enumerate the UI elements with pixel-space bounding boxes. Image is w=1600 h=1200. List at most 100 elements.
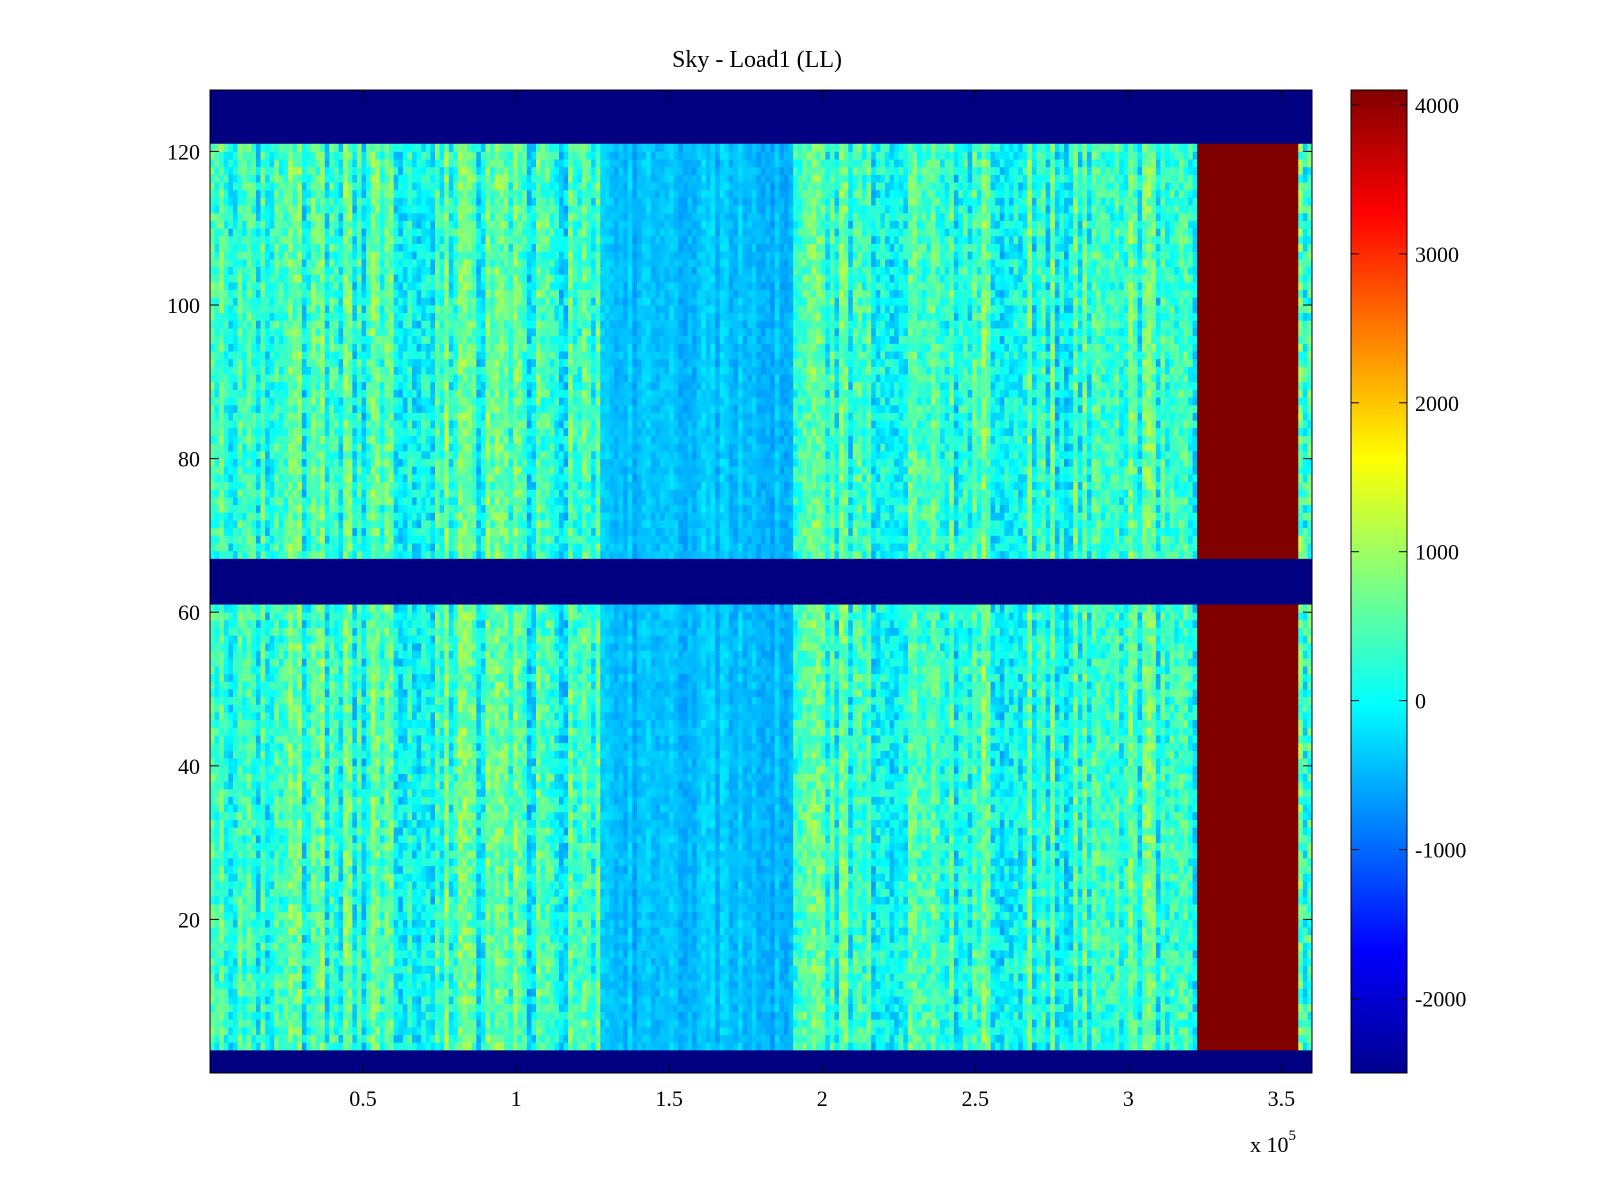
- heatmap-cell: [398, 804, 404, 813]
- heatmap-cell: [333, 619, 339, 628]
- heatmap-cell: [393, 550, 399, 559]
- heatmap-cell: [214, 258, 220, 268]
- heatmap-cell: [402, 235, 408, 244]
- heatmap-cell: [260, 773, 266, 782]
- heatmap-cell: [352, 366, 358, 375]
- heatmap-cell: [278, 281, 284, 291]
- heatmap-cell: [251, 258, 257, 268]
- heatmap-cell: [343, 965, 349, 974]
- heatmap-cell: [255, 520, 261, 529]
- heatmap-cell: [269, 1042, 275, 1051]
- heatmap-cell: [398, 1034, 404, 1043]
- heatmap-cell: [379, 696, 385, 705]
- heatmap-cell: [269, 235, 275, 244]
- heatmap-cell: [356, 980, 362, 989]
- heatmap-cell: [402, 305, 408, 314]
- heatmap-cell: [347, 980, 353, 989]
- heatmap-cell: [306, 543, 312, 552]
- heatmap-cell: [292, 220, 298, 229]
- heatmap-cell: [242, 834, 248, 844]
- heatmap-cell: [214, 320, 220, 329]
- heatmap-cell: [361, 888, 367, 897]
- heatmap-cell: [379, 689, 385, 698]
- heatmap-cell: [274, 443, 280, 452]
- heatmap-cell: [379, 535, 385, 544]
- heatmap-cell: [343, 1026, 349, 1035]
- heatmap-cell: [407, 965, 413, 974]
- heatmap-cell: [219, 312, 225, 321]
- heatmap-cell: [232, 543, 238, 552]
- heatmap-cell: [255, 466, 261, 475]
- heatmap-cell: [370, 665, 376, 675]
- heatmap-cell: [389, 973, 395, 982]
- heatmap-cell: [260, 627, 266, 636]
- heatmap-cell: [228, 1003, 234, 1012]
- heatmap-cell: [361, 427, 367, 436]
- heatmap-cell: [223, 988, 229, 997]
- heatmap-cell: [246, 351, 252, 360]
- heatmap-cell: [379, 819, 385, 828]
- heatmap-cell: [333, 312, 339, 321]
- heatmap-cell: [324, 927, 330, 936]
- heatmap-cell: [320, 881, 326, 890]
- heatmap-cell: [347, 612, 353, 621]
- heatmap-cell: [333, 781, 339, 790]
- heatmap-cell: [232, 1003, 238, 1012]
- heatmap-cell: [379, 980, 385, 989]
- heatmap-cell: [402, 650, 408, 659]
- heatmap-cell: [292, 481, 298, 490]
- heatmap-cell: [301, 458, 307, 467]
- heatmap-cell: [306, 773, 312, 782]
- heatmap-cell: [251, 696, 257, 705]
- heatmap-cell: [347, 735, 353, 744]
- heatmap-cell: [352, 650, 358, 659]
- heatmap-cell: [278, 681, 284, 690]
- heatmap-cell: [306, 274, 312, 283]
- heatmap-cell: [366, 627, 372, 636]
- heatmap-cell: [242, 189, 248, 198]
- heatmap-cell: [389, 665, 395, 675]
- heatmap-cell: [366, 289, 372, 298]
- heatmap-cell: [269, 274, 275, 283]
- heatmap-cell: [366, 642, 372, 652]
- heatmap-cell: [329, 604, 335, 613]
- heatmap-cell: [246, 427, 252, 436]
- heatmap-cell: [246, 904, 252, 913]
- heatmap-cell: [324, 328, 330, 337]
- heatmap-cell: [338, 212, 344, 221]
- heatmap-cell: [324, 658, 330, 667]
- heatmap-cell: [366, 305, 372, 314]
- heatmap-cell: [366, 796, 372, 805]
- heatmap-cell: [301, 220, 307, 229]
- heatmap-cell: [232, 420, 238, 429]
- heatmap-cell: [214, 289, 220, 298]
- heatmap-cell: [297, 811, 303, 820]
- heatmap-cell: [398, 535, 404, 544]
- heatmap-cell: [214, 1019, 220, 1028]
- heatmap-cell: [370, 220, 376, 229]
- heatmap-cell: [306, 804, 312, 813]
- heatmap-cell: [389, 389, 395, 398]
- heatmap-cell: [274, 358, 280, 367]
- heatmap-cell: [379, 443, 385, 452]
- heatmap-cell: [301, 727, 307, 736]
- heatmap-cell: [389, 811, 395, 820]
- heatmap-cell: [315, 619, 321, 628]
- heatmap-cell: [324, 466, 330, 475]
- heatmap-cell: [269, 220, 275, 229]
- heatmap-cell: [210, 781, 215, 790]
- heatmap-cell: [242, 1011, 248, 1020]
- heatmap-cell: [219, 1019, 225, 1028]
- heatmap-cell: [292, 1026, 298, 1035]
- heatmap-cell: [315, 650, 321, 659]
- heatmap-cell: [333, 143, 339, 152]
- heatmap-cell: [393, 389, 399, 398]
- heatmap-cell: [292, 266, 298, 275]
- heatmap-cell: [375, 1003, 381, 1012]
- heatmap-cell: [320, 166, 326, 175]
- heatmap-cell: [297, 957, 303, 966]
- heatmap-cell: [232, 228, 238, 237]
- heatmap-cell: [343, 781, 349, 790]
- heatmap-cell: [288, 758, 294, 767]
- heatmap-cell: [379, 481, 385, 490]
